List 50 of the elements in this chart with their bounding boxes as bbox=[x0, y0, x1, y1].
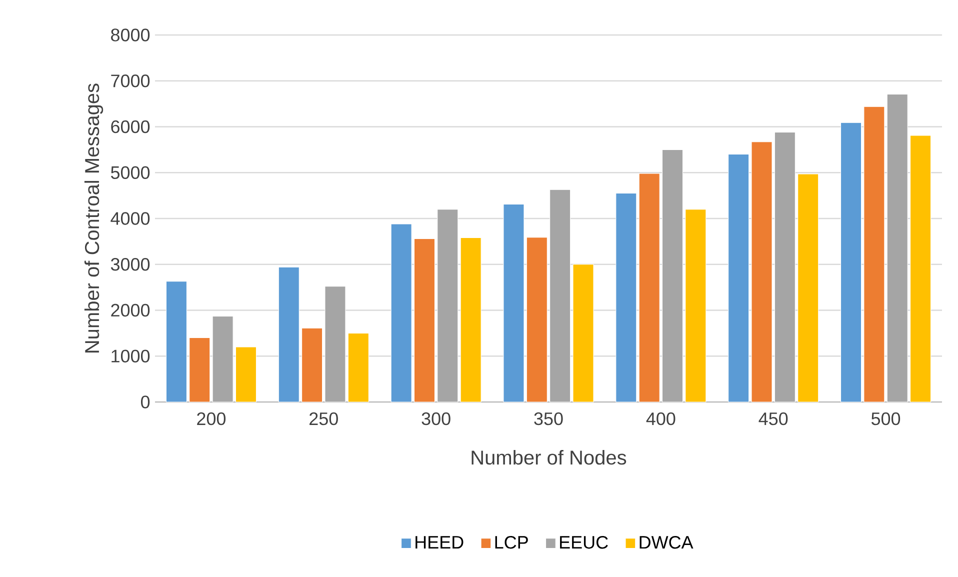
x-tick-label: 350 bbox=[534, 412, 563, 426]
bar bbox=[166, 281, 187, 402]
x-tick-label: 300 bbox=[422, 412, 450, 426]
y-tick-label: 8000 bbox=[111, 28, 150, 42]
bar bbox=[886, 94, 908, 402]
y-tick-label: 5000 bbox=[110, 166, 150, 179]
x-tick-label: 450 bbox=[758, 412, 788, 426]
bar bbox=[212, 316, 234, 402]
bar bbox=[414, 238, 436, 402]
bar bbox=[302, 328, 323, 402]
bar bbox=[460, 237, 482, 402]
bar bbox=[751, 142, 772, 402]
y-tick-label: 2000 bbox=[111, 304, 150, 317]
bar bbox=[798, 174, 819, 402]
bar bbox=[550, 189, 571, 402]
bar bbox=[348, 332, 369, 402]
x-tick-label: 400 bbox=[646, 412, 676, 426]
bar bbox=[910, 135, 932, 402]
bar bbox=[864, 106, 885, 402]
bar bbox=[774, 132, 796, 402]
bar bbox=[437, 209, 458, 402]
legend-label: DWCA bbox=[640, 536, 694, 549]
bar bbox=[616, 192, 637, 402]
bar bbox=[572, 264, 594, 402]
legend-label: EEUC bbox=[560, 536, 608, 549]
bar bbox=[662, 149, 684, 402]
legend-label: LCP bbox=[495, 536, 528, 549]
y-tick-label: 0 bbox=[140, 396, 150, 408]
y-tick-label: 7000 bbox=[111, 74, 150, 88]
y-tick-label: 4000 bbox=[110, 212, 150, 225]
bar bbox=[685, 209, 706, 402]
x-axis-title: Number of Nodes bbox=[472, 450, 626, 465]
bar bbox=[235, 346, 256, 402]
bar bbox=[638, 173, 660, 402]
y-axis-title: Number of Controal Messages bbox=[84, 84, 104, 352]
bar bbox=[278, 266, 300, 402]
x-tick-label: 250 bbox=[310, 412, 338, 426]
y-tick-label: 3000 bbox=[110, 258, 150, 271]
y-tick-label: 6000 bbox=[111, 120, 150, 134]
y-tick-label: 1000 bbox=[112, 350, 150, 362]
bar bbox=[189, 337, 210, 402]
bar bbox=[324, 286, 346, 402]
bar bbox=[840, 122, 862, 402]
bar bbox=[526, 237, 548, 402]
bar bbox=[390, 224, 412, 402]
bar bbox=[503, 204, 524, 402]
legend-label: HEED bbox=[416, 536, 464, 548]
x-tick-label: 500 bbox=[871, 412, 900, 426]
x-tick-label: 200 bbox=[197, 412, 226, 426]
bar bbox=[728, 154, 750, 402]
